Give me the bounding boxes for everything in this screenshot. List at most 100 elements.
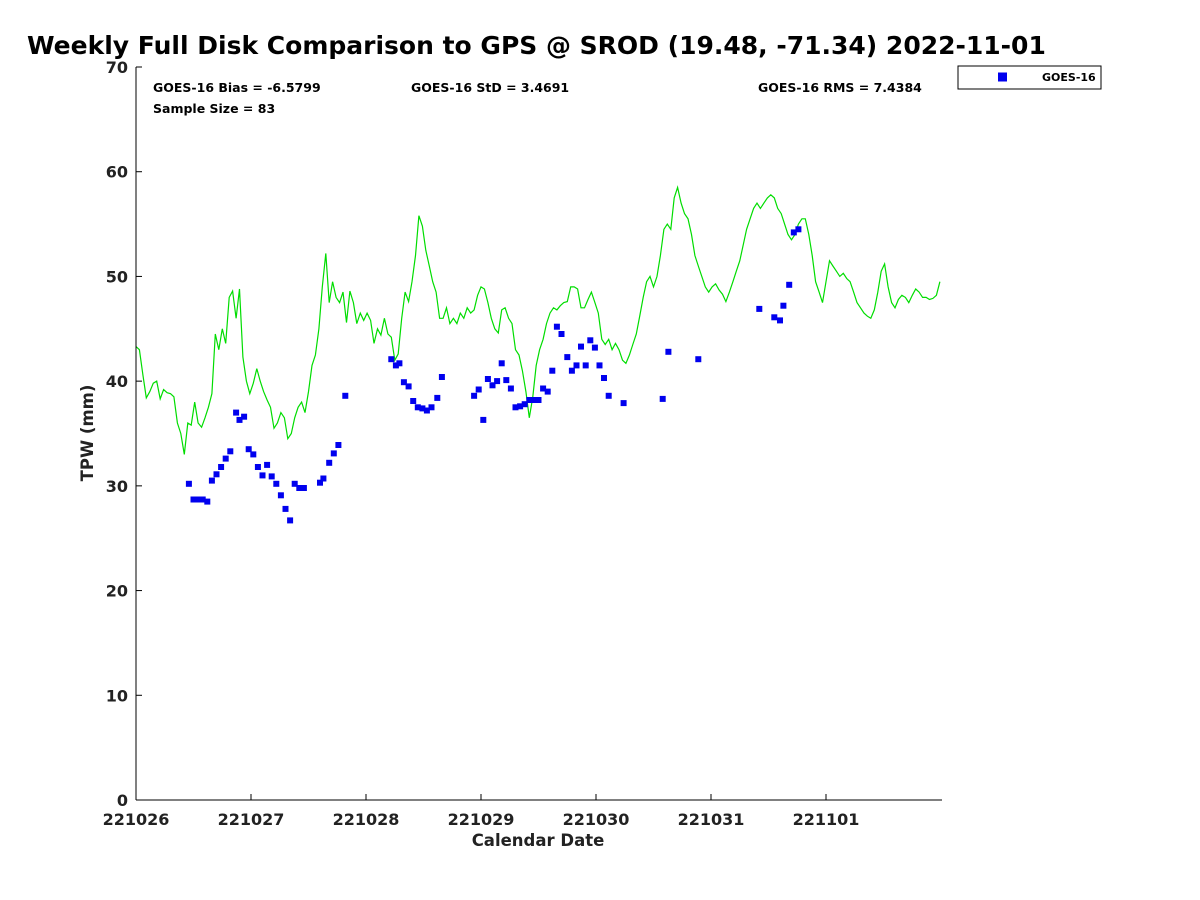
plot-area [135, 67, 942, 801]
goes16-point [185, 480, 192, 487]
goes16-point [489, 382, 496, 389]
goes16-point [392, 362, 399, 369]
goes16-point [494, 378, 501, 385]
goes16-point [236, 416, 243, 423]
goes16-point [591, 344, 598, 351]
goes16-point [475, 386, 482, 393]
plot-background [136, 67, 942, 800]
y-tick-label: 0 [117, 791, 128, 810]
y-tick-label: 60 [106, 163, 128, 182]
goes16-point [480, 416, 487, 423]
y-axis-label: TPW (mm) [78, 385, 97, 482]
goes16-point [578, 343, 584, 350]
goes16-point [659, 395, 666, 402]
x-tick-label: 221026 [103, 810, 170, 829]
gps-series [135, 185, 941, 455]
x-tick-label: 221028 [333, 810, 400, 829]
stat-std: GOES-16 StD = 3.4691 [411, 80, 569, 95]
goes16-point [540, 385, 547, 392]
goes16-point [400, 379, 407, 386]
goes16-point [264, 461, 271, 468]
x-tick-label: 221027 [218, 810, 285, 829]
legend-marker-goes16 [998, 72, 1007, 82]
goes16-point [273, 480, 280, 487]
goes16-point [388, 356, 395, 363]
goes16-point [195, 496, 202, 503]
goes16-point [587, 337, 594, 344]
goes16-point [780, 302, 787, 309]
goes16-point [568, 367, 575, 374]
goes16-point [484, 376, 491, 382]
gps-line [135, 185, 941, 455]
goes16-point [342, 392, 349, 399]
goes16-point [419, 405, 426, 412]
goes16-point [300, 485, 307, 491]
goes16-point [326, 459, 333, 466]
goes16-point [320, 475, 327, 482]
goes16-point [695, 356, 702, 363]
legend-box [957, 65, 1102, 90]
stat-rms: GOES-16 RMS = 7.4384 [758, 80, 922, 95]
chart-title: Weekly Full Disk Comparison to GPS @ SRO… [27, 31, 1046, 60]
goes16-point [287, 517, 294, 524]
goes16-point [199, 496, 206, 503]
goes16-point [291, 480, 298, 487]
y-tick-label: 10 [106, 686, 128, 705]
goes16-point [190, 496, 197, 503]
goes16-point [558, 331, 565, 337]
goes16-point [405, 383, 412, 390]
x-tick-label: 221029 [448, 810, 515, 829]
y-tick-label: 30 [106, 477, 128, 496]
x-axis-label: Calendar Date [472, 831, 605, 850]
goes16-point [517, 403, 524, 410]
goes16-point [498, 360, 505, 367]
goes16-point [786, 281, 793, 288]
goes16-point [317, 479, 323, 486]
goes16-point [553, 323, 560, 330]
goes16-point [582, 362, 589, 369]
y-tick-label: 40 [106, 372, 128, 391]
goes16-point [512, 404, 519, 411]
x-tick-label: 221101 [793, 810, 860, 829]
goes16-point [438, 374, 445, 380]
goes16-point [296, 485, 303, 491]
goes16-point [282, 505, 289, 512]
goes16-point [549, 367, 556, 374]
goes16-point [564, 354, 571, 361]
goes16-point [471, 392, 478, 399]
goes16-point [795, 226, 802, 233]
goes16-point [544, 388, 551, 395]
stat-sample-size: Sample Size = 83 [153, 101, 275, 116]
x-axis-ticks: 221026 221027 221028 221029 221030 221031 2211… [103, 794, 860, 829]
goes16-point [771, 314, 778, 321]
goes16-point [250, 451, 257, 458]
y-tick-label: 70 [106, 58, 128, 77]
goes16-point [227, 448, 234, 455]
goes16-point [233, 409, 240, 416]
goes16-point [535, 397, 542, 403]
goes16-point [434, 394, 441, 401]
goes16-point [756, 305, 763, 312]
goes16-point [208, 477, 215, 484]
goes16-point [428, 404, 435, 411]
goes16-point [254, 464, 261, 470]
goes16-point [526, 397, 533, 403]
goes16-point [605, 392, 612, 399]
goes16-point [665, 348, 672, 355]
goes16-point [218, 464, 225, 470]
goes16-point [245, 446, 252, 453]
goes16-point [396, 360, 403, 367]
goes16-point [268, 473, 275, 480]
goes16-point [335, 442, 342, 448]
y-tick-label: 50 [106, 267, 128, 286]
goes-series [185, 226, 802, 524]
y-axis-ticks: 0 10 20 30 40 50 60 70 [106, 58, 142, 810]
goes16-point [213, 471, 220, 478]
goes16-point [259, 472, 266, 479]
goes16-point [277, 492, 284, 499]
goes16-point [330, 450, 337, 457]
legend-label-goes16: GOES-16 [1042, 71, 1096, 84]
goes16-point [222, 455, 229, 462]
legend: GOES-16 [957, 65, 1102, 90]
goes16-point [241, 413, 248, 420]
